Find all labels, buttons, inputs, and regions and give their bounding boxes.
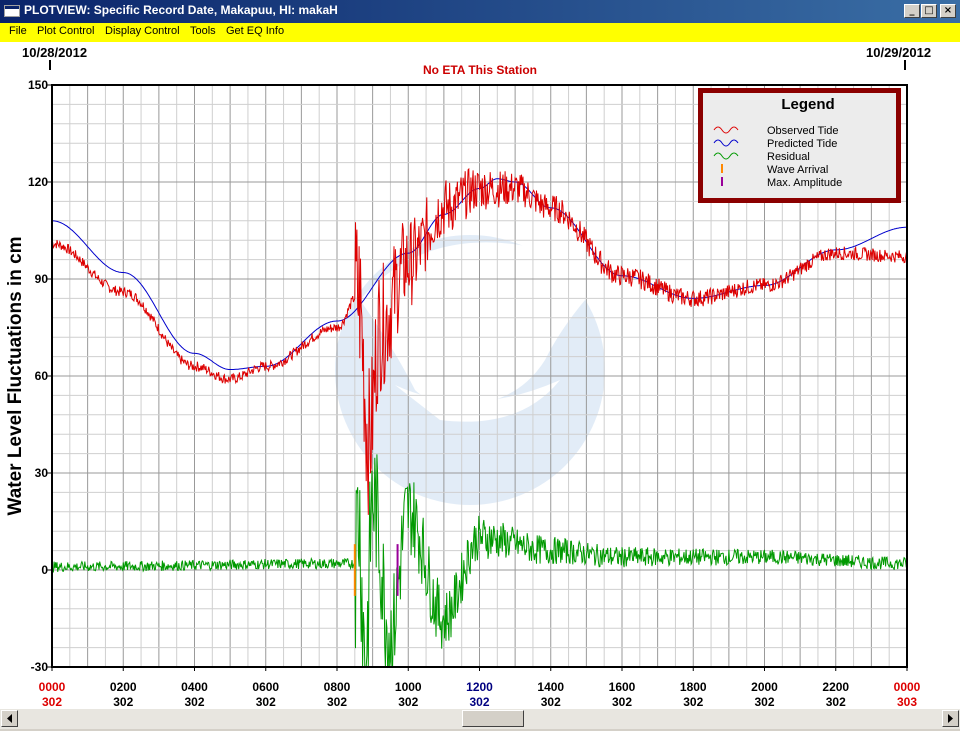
window-app-icon bbox=[4, 5, 20, 17]
x-axis: 0000302020030204003020600302080030210003… bbox=[39, 667, 921, 709]
eta-note: No ETA This Station bbox=[423, 63, 537, 77]
legend-label: Max. Amplitude bbox=[767, 177, 842, 189]
x-tick-time-label: 2000 bbox=[751, 680, 778, 694]
x-tick-time-label: 0000 bbox=[894, 680, 921, 694]
x-tick-day-label: 302 bbox=[683, 695, 703, 709]
menu-display-control[interactable]: Display Control bbox=[105, 25, 180, 37]
title-bar: PLOTVIEW: Specific Record Date, Makapuu,… bbox=[0, 0, 960, 23]
x-tick-time-label: 0000 bbox=[39, 680, 66, 694]
noaa-watermark-logo bbox=[335, 235, 605, 505]
y-tick-label: 150 bbox=[28, 78, 48, 92]
x-tick-time-label: 1400 bbox=[537, 680, 564, 694]
x-tick-day-label: 302 bbox=[256, 695, 276, 709]
series-line-observed-tide bbox=[51, 167, 908, 515]
x-tick-time-label: 1600 bbox=[609, 680, 636, 694]
x-tick-day-label: 302 bbox=[469, 695, 489, 709]
date-right-label: 10/29/2012 bbox=[866, 45, 931, 60]
legend-label: Residual bbox=[767, 151, 810, 163]
maximize-button[interactable]: □ bbox=[921, 4, 937, 18]
menu-plot-control[interactable]: Plot Control bbox=[37, 25, 95, 37]
x-tick-time-label: 0800 bbox=[324, 680, 351, 694]
plot-canvas: 150 120 90 60 30 0 -30 0000 302 0200 302 0400 302 06… bbox=[0, 42, 960, 709]
x-tick-day-label: 302 bbox=[113, 695, 133, 709]
series-line-residual bbox=[51, 454, 908, 669]
x-tick-day-label: 302 bbox=[398, 695, 418, 709]
x-tick-day-label: 302 bbox=[754, 695, 774, 709]
y-tick-label: 60 bbox=[35, 369, 49, 383]
legend-title: Legend bbox=[781, 96, 834, 113]
window-title: PLOTVIEW: Specific Record Date, Makapuu,… bbox=[24, 3, 338, 17]
menu-file[interactable]: File bbox=[9, 25, 27, 37]
series-layer bbox=[51, 167, 908, 669]
scroll-left-arrow-icon[interactable] bbox=[1, 710, 18, 727]
x-tick-time-label: 1000 bbox=[395, 680, 422, 694]
legend-swatch-wave-green-icon bbox=[713, 152, 739, 160]
x-tick-day-label: 302 bbox=[327, 695, 347, 709]
legend-swatch-wave-blue-icon bbox=[713, 139, 739, 147]
x-tick-day-label: 303 bbox=[897, 695, 917, 709]
y-tick-label: 0 bbox=[41, 563, 48, 577]
x-tick-time-label: 1800 bbox=[680, 680, 707, 694]
x-tick-day-label: 302 bbox=[541, 695, 561, 709]
y-axis-label: Water Level Fluctuations in cm bbox=[5, 236, 26, 515]
horizontal-scrollbar[interactable] bbox=[0, 709, 960, 729]
x-tick-day-label: 302 bbox=[42, 695, 62, 709]
x-tick-time-label: 1200 bbox=[466, 680, 493, 694]
legend-label: Predicted Tide bbox=[767, 138, 837, 150]
x-tick-day-label: 302 bbox=[612, 695, 632, 709]
x-tick-time-label: 2200 bbox=[822, 680, 849, 694]
menu-tools[interactable]: Tools bbox=[190, 25, 216, 37]
menu-get-eq-info[interactable]: Get EQ Info bbox=[226, 25, 285, 37]
legend-background bbox=[703, 93, 896, 198]
x-tick-time-label: 0200 bbox=[110, 680, 137, 694]
y-axis: 150 120 90 60 30 0 -30 bbox=[28, 78, 52, 674]
y-tick-label: 30 bbox=[35, 466, 49, 480]
legend-label: Wave Arrival bbox=[767, 164, 828, 176]
menu-bar: File Plot Control Display Control Tools … bbox=[0, 23, 960, 42]
legend-swatch-wave-red-icon bbox=[713, 126, 739, 134]
y-tick-label: -30 bbox=[31, 660, 49, 674]
y-tick-label: 90 bbox=[35, 272, 49, 286]
y-tick-label: 120 bbox=[28, 175, 48, 189]
legend-label: Observed Tide bbox=[767, 125, 839, 137]
minimize-button[interactable]: _ bbox=[904, 4, 920, 18]
x-tick-day-label: 302 bbox=[184, 695, 204, 709]
x-tick-time-label: 0600 bbox=[252, 680, 279, 694]
close-button[interactable]: × bbox=[940, 4, 956, 18]
scroll-right-arrow-icon[interactable] bbox=[942, 710, 959, 727]
x-tick-day-label: 302 bbox=[826, 695, 846, 709]
date-left-label: 10/28/2012 bbox=[22, 45, 87, 60]
x-tick-time-label: 0400 bbox=[181, 680, 208, 694]
scroll-thumb[interactable] bbox=[462, 710, 524, 727]
